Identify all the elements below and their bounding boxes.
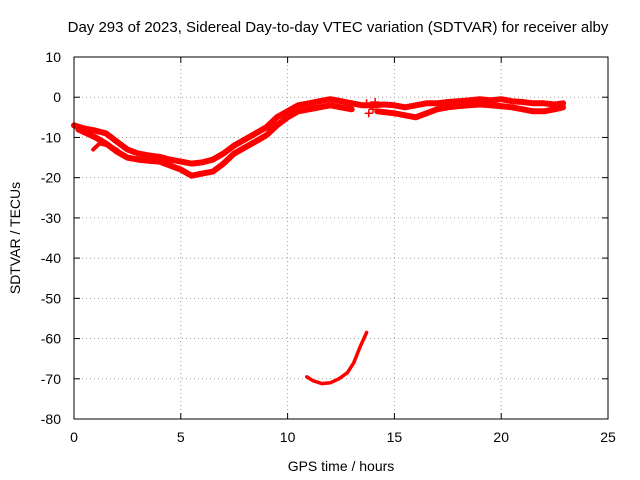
x-tick-label: 5 (177, 429, 185, 445)
x-tick-label: 20 (493, 429, 509, 445)
y-tick-label: -80 (41, 411, 61, 427)
plot-frame (73, 56, 609, 420)
y-tick-label: 0 (53, 89, 61, 105)
y-tick-label: -20 (41, 170, 61, 186)
chart-title: Day 293 of 2023, Sidereal Day-to-day VTE… (68, 19, 609, 36)
data-series (71, 96, 567, 386)
y-tick-label: -40 (41, 250, 61, 266)
x-tick-label: 10 (280, 429, 296, 445)
data-markers (362, 98, 380, 118)
series-main-band-upper (71, 96, 355, 167)
x-tick-label: 25 (600, 429, 616, 445)
series-early-branch (91, 141, 126, 158)
axis-ticks (73, 56, 609, 420)
y-tick-label: -30 (41, 210, 61, 226)
y-tick-label: -50 (41, 290, 61, 306)
x-axis-label: GPS time / hours (288, 458, 395, 474)
tick-labels: 0 5 10 15 20 25 -80 -70 -60 -50 -40 -30 -20 -10 0 10 (41, 49, 616, 445)
series-main-band-lower (75, 102, 355, 179)
grid (74, 57, 608, 419)
x-tick-label: 0 (70, 429, 78, 445)
series-right-band-lower (374, 101, 567, 121)
series-right-band-upper (348, 96, 567, 111)
y-tick-label: -60 (41, 331, 61, 347)
series-lower-arc (305, 330, 369, 386)
y-tick-label: 10 (45, 49, 61, 65)
y-tick-label: -70 (41, 371, 61, 387)
x-tick-label: 15 (387, 429, 403, 445)
y-tick-label: -10 (41, 129, 61, 145)
y-axis-label: SDTVAR / TECUs (7, 182, 23, 294)
